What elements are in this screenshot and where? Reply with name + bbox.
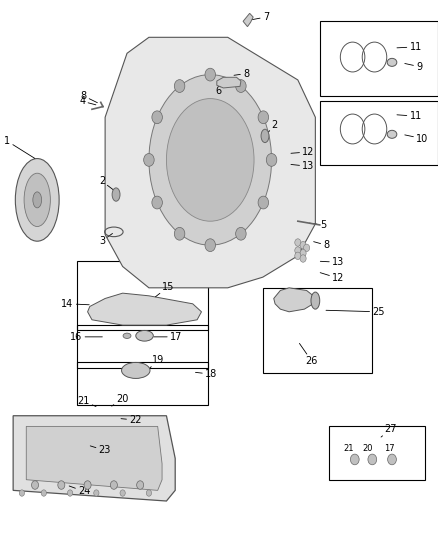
Polygon shape bbox=[88, 293, 201, 325]
Ellipse shape bbox=[387, 130, 397, 138]
Text: 2: 2 bbox=[268, 120, 278, 132]
Ellipse shape bbox=[387, 58, 397, 67]
Ellipse shape bbox=[149, 75, 272, 245]
Text: 23: 23 bbox=[90, 446, 111, 455]
Text: 12: 12 bbox=[320, 273, 344, 283]
Circle shape bbox=[67, 490, 73, 496]
Ellipse shape bbox=[311, 292, 320, 309]
Text: 11: 11 bbox=[397, 42, 422, 52]
Polygon shape bbox=[105, 37, 315, 288]
Text: 10: 10 bbox=[405, 134, 428, 143]
Circle shape bbox=[205, 239, 215, 252]
Text: 22: 22 bbox=[121, 415, 142, 425]
Polygon shape bbox=[274, 288, 315, 312]
Circle shape bbox=[388, 454, 396, 465]
Circle shape bbox=[146, 490, 152, 496]
Ellipse shape bbox=[166, 99, 254, 221]
Circle shape bbox=[19, 490, 25, 496]
Text: 5: 5 bbox=[309, 220, 326, 230]
Circle shape bbox=[152, 196, 162, 209]
Text: 16: 16 bbox=[70, 332, 102, 342]
Circle shape bbox=[350, 454, 359, 465]
Circle shape bbox=[41, 490, 46, 496]
Text: 13: 13 bbox=[320, 257, 344, 267]
Circle shape bbox=[304, 244, 310, 252]
Circle shape bbox=[295, 247, 301, 254]
Circle shape bbox=[94, 490, 99, 496]
Circle shape bbox=[258, 111, 268, 124]
Text: 12: 12 bbox=[291, 147, 314, 157]
Text: 19: 19 bbox=[149, 355, 165, 369]
Circle shape bbox=[174, 228, 185, 240]
Circle shape bbox=[174, 79, 185, 92]
Circle shape bbox=[152, 111, 162, 124]
Polygon shape bbox=[26, 426, 162, 490]
Circle shape bbox=[205, 68, 215, 81]
Circle shape bbox=[258, 196, 268, 209]
Text: 4: 4 bbox=[79, 96, 96, 106]
Ellipse shape bbox=[15, 159, 59, 241]
Bar bbox=[77, 362, 208, 405]
Text: 3: 3 bbox=[99, 233, 113, 246]
Text: 20: 20 bbox=[112, 394, 128, 406]
Polygon shape bbox=[13, 416, 175, 501]
Ellipse shape bbox=[33, 192, 42, 208]
Text: 26: 26 bbox=[300, 343, 318, 366]
Circle shape bbox=[120, 490, 125, 496]
Circle shape bbox=[110, 481, 117, 489]
Bar bbox=[77, 261, 208, 330]
Bar bbox=[320, 21, 438, 96]
Circle shape bbox=[300, 241, 306, 249]
Circle shape bbox=[368, 454, 377, 465]
Text: 18: 18 bbox=[195, 369, 217, 379]
Polygon shape bbox=[243, 13, 253, 27]
Bar bbox=[328, 426, 425, 480]
Ellipse shape bbox=[136, 330, 153, 341]
Bar bbox=[263, 288, 372, 373]
Text: 25: 25 bbox=[326, 307, 385, 317]
Text: 8: 8 bbox=[81, 91, 97, 103]
Polygon shape bbox=[217, 77, 241, 88]
Circle shape bbox=[236, 79, 246, 92]
Circle shape bbox=[32, 481, 39, 489]
Text: 9: 9 bbox=[405, 62, 422, 71]
Text: 2: 2 bbox=[99, 176, 114, 190]
Ellipse shape bbox=[24, 173, 50, 227]
Text: 17: 17 bbox=[384, 445, 394, 453]
Text: 14: 14 bbox=[61, 299, 89, 309]
Circle shape bbox=[300, 255, 306, 262]
Text: 6: 6 bbox=[215, 84, 226, 95]
Ellipse shape bbox=[123, 333, 131, 338]
Bar bbox=[77, 325, 208, 368]
Text: 21: 21 bbox=[343, 445, 353, 453]
Ellipse shape bbox=[261, 130, 269, 143]
Text: 27: 27 bbox=[381, 424, 397, 437]
Text: 17: 17 bbox=[154, 332, 182, 342]
Text: 21: 21 bbox=[78, 396, 96, 407]
Circle shape bbox=[236, 228, 246, 240]
Text: 20: 20 bbox=[363, 445, 373, 453]
Text: 8: 8 bbox=[234, 69, 249, 78]
Text: 8: 8 bbox=[314, 240, 329, 250]
Circle shape bbox=[295, 252, 301, 260]
Text: 7: 7 bbox=[251, 12, 269, 22]
Text: 1: 1 bbox=[4, 136, 35, 158]
Circle shape bbox=[144, 154, 154, 166]
Text: 24: 24 bbox=[69, 486, 90, 496]
Circle shape bbox=[295, 239, 301, 246]
Text: 13: 13 bbox=[291, 161, 314, 171]
Circle shape bbox=[137, 481, 144, 489]
Circle shape bbox=[300, 249, 306, 257]
Ellipse shape bbox=[121, 362, 150, 378]
Text: 11: 11 bbox=[397, 111, 422, 121]
Bar bbox=[320, 101, 438, 165]
Ellipse shape bbox=[112, 188, 120, 201]
Text: 15: 15 bbox=[155, 282, 174, 297]
Circle shape bbox=[84, 481, 91, 489]
Circle shape bbox=[58, 481, 65, 489]
Circle shape bbox=[266, 154, 277, 166]
